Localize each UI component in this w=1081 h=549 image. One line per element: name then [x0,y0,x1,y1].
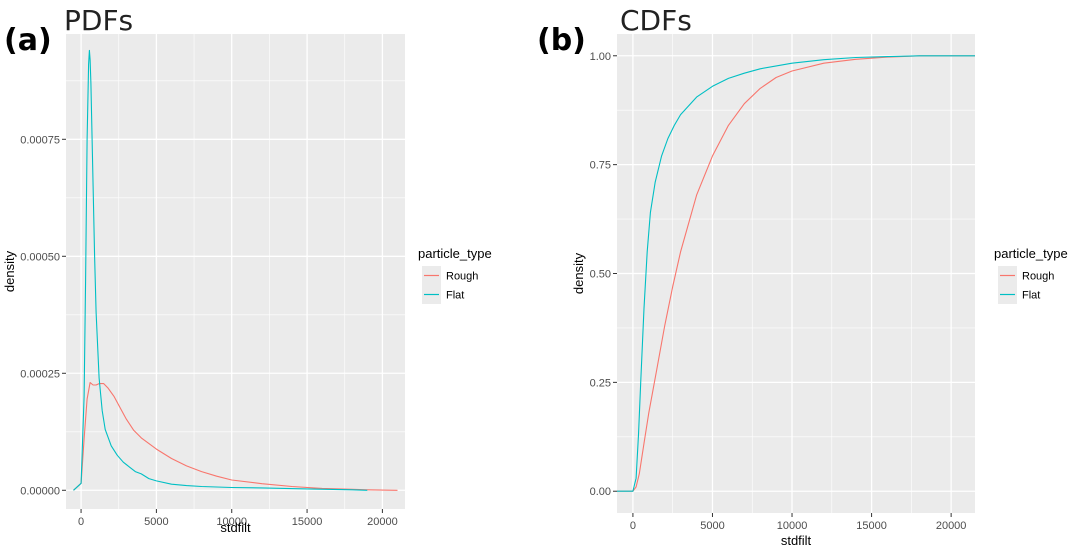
panel-b-letter: (b) [537,23,586,58]
pdf-x-tick-label: 20000 [367,516,398,528]
cdf-x-tick-label: 10000 [777,520,808,532]
cdf-x-tick-label: 5000 [700,520,724,532]
pdf-plot-background [66,34,405,509]
pdf-y-axis-title: density [2,250,17,292]
cdf-legend-label-flat: Flat [1022,290,1040,302]
pdf-series-line-rough [73,382,398,491]
pdf-x-tick-label: 15000 [292,516,323,528]
panel-b-title: CDFs [620,4,692,37]
cdf-x-tick-label: 20000 [936,520,967,532]
cdf-legend-title: particle_type [994,246,1068,261]
pdf-legend-label-rough: Rough [446,271,478,283]
cdf-series-line-flat [617,55,975,492]
cdf-x-axis-title: stdfilt [781,533,812,548]
pdf-y-tick-label: 0.00075 [20,134,60,146]
pdf-y-tick-label: 0.00025 [20,368,60,380]
cdf-y-tick-label: 0.25 [590,377,611,389]
cdf-chart: 0 5000 10000 15000 20000 0.00 0.25 0.50 0.75 1.00… [571,34,1068,548]
cdf-y-tick-label: 0.75 [590,160,611,172]
cdf-series-line-rough [617,55,975,492]
pdf-x-tick-label: 10000 [216,516,247,528]
pdf-x-tick-label: 5000 [144,516,168,528]
panel-a-letter: (a) [4,23,52,58]
pdf-legend-title: particle_type [418,246,492,261]
cdf-x-tick-label: 15000 [856,520,887,532]
pdf-series-line-flat [73,49,368,491]
cdf-legend-label-rough: Rough [1022,271,1054,283]
pdf-y-tick-label: 0.00000 [20,485,60,497]
cdf-y-tick-label: 0.00 [590,486,611,498]
pdf-y-tick-label: 0.00050 [20,251,60,263]
pdf-x-axis-title: stdfilt [220,520,251,535]
cdf-y-tick-label: 0.50 [590,269,611,281]
panel-a-title: PDFs [64,4,133,37]
cdf-y-axis-title: density [571,252,586,294]
pdf-legend-label-flat: Flat [446,290,464,302]
cdf-x-tick-label: 0 [630,520,636,532]
pdf-x-tick-label: 0 [78,516,84,528]
pdf-chart: 0 5000 10000 15000 20000 0.00000 0.00025 0.0005… [2,34,492,535]
cdf-y-tick-label: 1.00 [590,51,611,63]
